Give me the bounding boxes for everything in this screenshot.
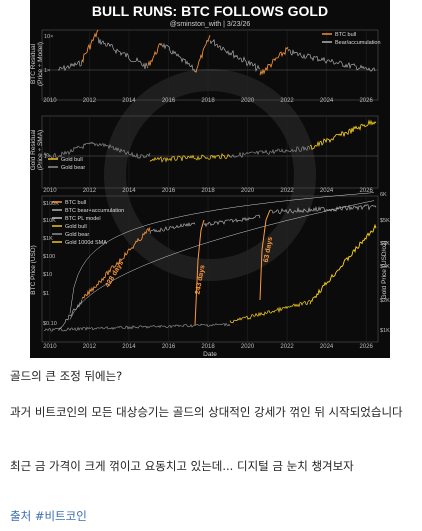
p2-bull-series — [149, 153, 231, 163]
p1-bear-series — [57, 60, 83, 72]
p3-legend-label: BTC bear+accumulation — [65, 208, 124, 214]
post-paragraph-2: 과거 비트코인의 모든 대상승기는 골드의 상대적인 강세가 꺾인 뒤 시작되었… — [10, 405, 403, 419]
x-tick-label: 2020 — [241, 98, 255, 104]
p3-btc-bear — [269, 204, 377, 215]
x-tick-label: 2016 — [162, 344, 176, 350]
p3-gold-bull — [309, 223, 377, 305]
p1-bear-series — [161, 42, 196, 72]
p3-ytick: $0.10 — [43, 321, 57, 327]
x-tick-label: 2022 — [280, 188, 294, 194]
p1-bull-series — [194, 35, 211, 74]
x-tick-label: 2016 — [162, 98, 176, 104]
p3-model-curve — [69, 192, 375, 314]
p3-xlabel: Date — [203, 351, 217, 358]
p3-legend-label: BTC PL model — [65, 216, 101, 222]
p3-y2tick: $2K — [380, 298, 390, 304]
x-tick-label: 2012 — [83, 344, 97, 350]
panel2-ylabel: Gold Residual(Price ÷ SMA) — [30, 129, 44, 170]
x-tick-label: 2022 — [280, 344, 294, 350]
p3-btc-bull — [81, 227, 151, 299]
p3-legend-label: Gold 1000d SMA — [65, 240, 107, 246]
p1-ytick: 1× — [44, 68, 50, 74]
p3-ytick: $100K — [43, 201, 59, 207]
p1-bull-series — [147, 42, 163, 66]
p3-y2tick: $3K — [380, 264, 390, 270]
p3-gold-bear — [43, 322, 231, 332]
p1-bull-series — [259, 46, 289, 76]
p2-frame — [41, 115, 379, 189]
p3-y2tick: $1K — [380, 328, 390, 334]
watermark-ring — [104, 69, 316, 281]
p1-bear-series — [209, 38, 261, 72]
x-tick-label: 2014 — [122, 344, 136, 350]
x-tick-label: 2012 — [83, 98, 97, 104]
x-tick-label: 2012 — [83, 188, 97, 194]
post-source: 출처 #비트코인 — [10, 508, 87, 524]
p1-frame — [41, 29, 379, 101]
p2-legend-label: Gold bear — [61, 165, 85, 171]
post-paragraph-3: 최근 금 가격이 크게 꺾이고 요동치고 있는데... 디지털 금 눈치 챙겨보… — [10, 459, 354, 473]
p3-gold-sma — [69, 200, 375, 320]
p1-legend-label: Bear/accumulation — [335, 40, 381, 46]
p1-ytick: 10× — [44, 34, 53, 40]
x-tick-label: 2014 — [122, 98, 136, 104]
x-tick-label: 2024 — [320, 188, 334, 194]
p1-bull-series — [81, 29, 99, 64]
p3-gold-bull — [229, 299, 311, 324]
x-tick-label: 2016 — [162, 188, 176, 194]
p2-bull-series — [309, 119, 377, 150]
p3-y2tick: $5K — [380, 218, 390, 224]
x-tick-label: 2018 — [201, 188, 215, 194]
p3-y2tick: 6K — [380, 192, 387, 198]
panel1-ylabel: BTC Residual(Price ÷ Model) — [30, 42, 44, 86]
p3-btc-bull — [194, 219, 205, 326]
chart-subtitle: @sminston_with | 3/23/26 — [170, 21, 251, 28]
x-tick-label: 2018 — [201, 98, 215, 104]
x-tick-label: 2026 — [359, 188, 373, 194]
p3-btc-bear — [57, 299, 83, 331]
p3-legend-label: Gold bull — [65, 224, 87, 230]
p1-legend-label: BTC bull — [335, 32, 356, 38]
p1-bear-series — [97, 37, 149, 70]
p3-ytick: $100 — [43, 254, 55, 260]
p2-ytick: 1× — [44, 154, 50, 160]
p3-ytick: $10K — [43, 218, 56, 224]
p3-annotation: 63 days — [263, 236, 274, 263]
x-tick-label: 2026 — [359, 98, 373, 104]
x-tick-label: 2010 — [43, 98, 57, 104]
post-paragraph-1: 골드의 큰 조정 뒤에는? — [10, 369, 123, 383]
p3-ytick: $10 — [43, 272, 52, 278]
p3-legend-label: BTC bull — [65, 200, 86, 206]
panel3-ylabel: BTC Price (USD) — [30, 245, 37, 294]
panel3-y2label: Gold Price (USD/oz) — [381, 241, 388, 300]
p3-btc-bear — [203, 214, 261, 228]
p3-legend-label: Gold bear — [65, 232, 89, 238]
p1-bear-series — [287, 48, 376, 72]
x-tick-label: 2024 — [320, 344, 334, 350]
p3-y2tick: $4K — [380, 241, 390, 247]
x-tick-label: 2020 — [241, 344, 255, 350]
p2-legend-label: Gold bull — [61, 157, 83, 163]
p2-bear-series — [43, 141, 151, 159]
chart-svg: BULL RUNS: BTC FOLLOWS GOLD @sminston_wit… — [30, 3, 390, 358]
x-tick-label: 2026 — [359, 344, 373, 350]
p3-btc-bull — [259, 209, 271, 301]
x-tick-label: 2010 — [43, 188, 57, 194]
p2-bear-series — [229, 145, 311, 158]
hashtag-link[interactable]: #비트코인 — [34, 509, 87, 523]
p3-ytick: $1 — [43, 291, 49, 297]
p3-frame — [41, 195, 379, 343]
p3-btc-bear — [149, 222, 196, 234]
chart-title: BULL RUNS: BTC FOLLOWS GOLD — [92, 3, 328, 19]
x-tick-label: 2020 — [241, 188, 255, 194]
x-tick-label: 2010 — [43, 344, 57, 350]
x-tick-label: 2018 — [201, 344, 215, 350]
x-tick-label: 2014 — [122, 188, 136, 194]
p3-ytick: $1K — [43, 236, 53, 242]
x-tick-label: 2024 — [320, 98, 334, 104]
chart-image: BULL RUNS: BTC FOLLOWS GOLD @sminston_wit… — [30, 0, 390, 358]
x-tick-label: 2022 — [280, 98, 294, 104]
source-label[interactable]: 출처 — [10, 509, 32, 523]
